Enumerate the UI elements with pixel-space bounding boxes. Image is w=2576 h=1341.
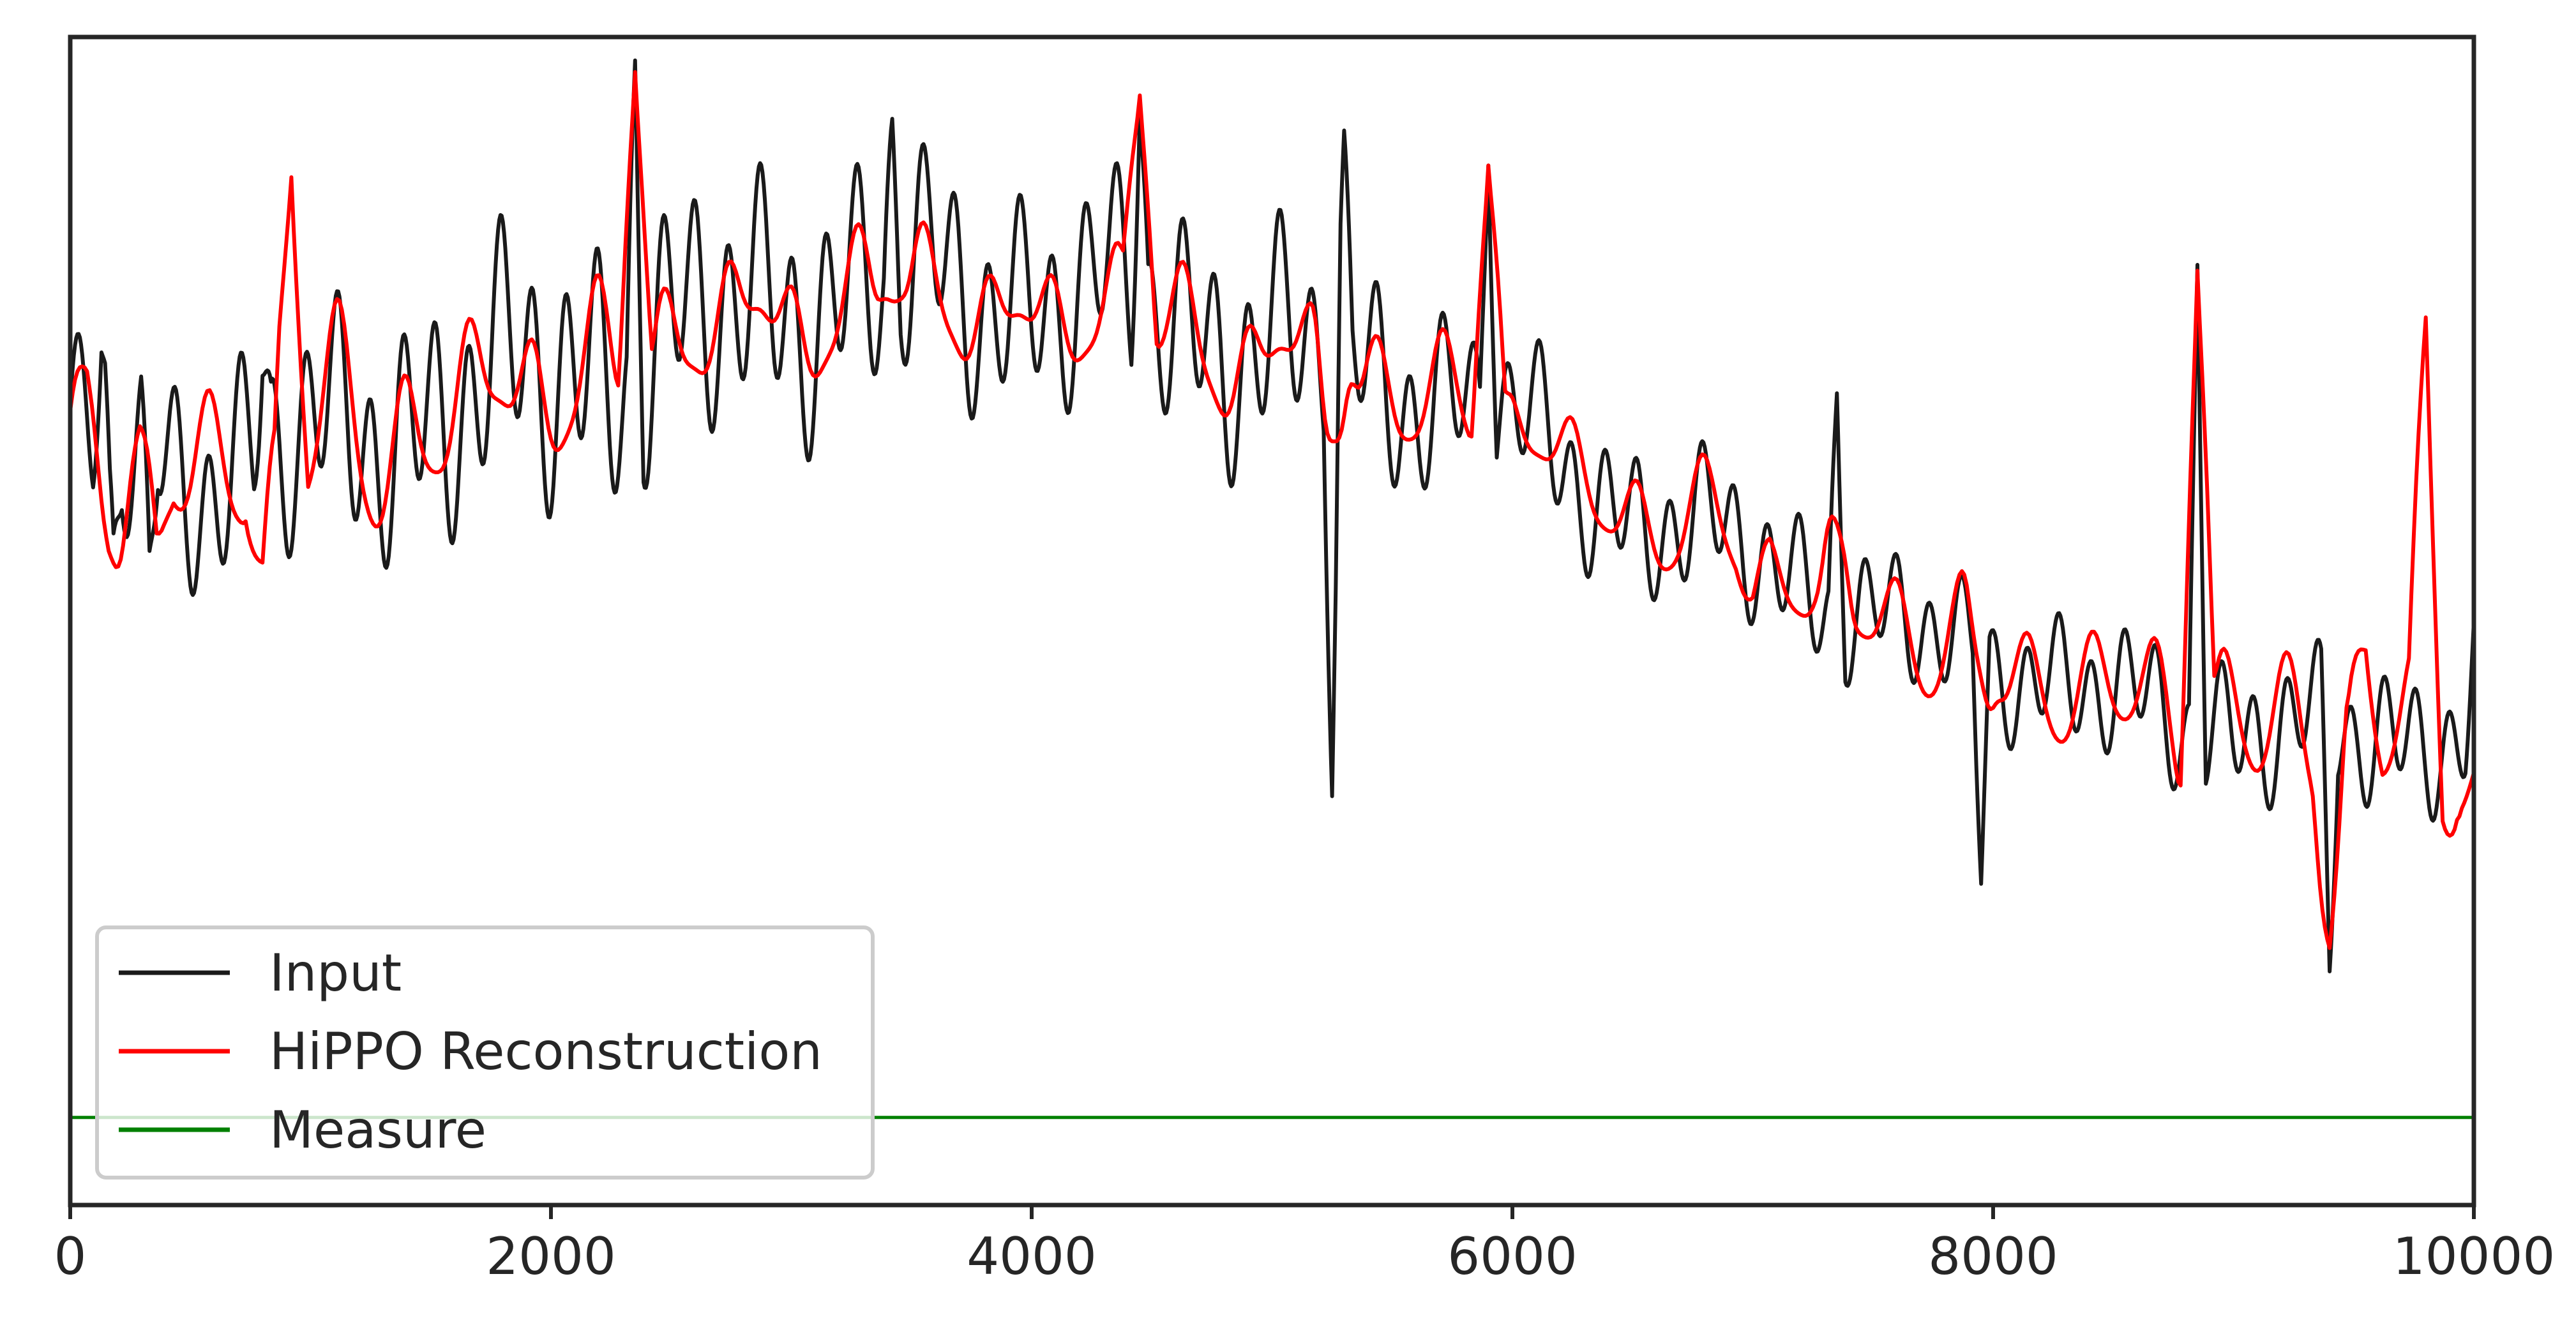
x-axis: 0 2000 4000 6000 8000 10000 — [54, 1205, 2556, 1286]
plot-frame — [68, 34, 2476, 1208]
x-tick-label-4000: 4000 — [967, 1227, 1097, 1286]
x-tick-label-8000: 8000 — [1928, 1227, 2058, 1286]
legend-label-input: Input — [269, 943, 402, 1003]
x-tick-label-6000: 6000 — [1447, 1227, 1578, 1286]
x-tick-label-2000: 2000 — [486, 1227, 616, 1286]
legend-label-measure: Measure — [269, 1100, 486, 1160]
legend-label-hippo: HiPPO Reconstruction — [269, 1022, 822, 1081]
x-tick-label-0: 0 — [54, 1227, 87, 1286]
legend-frame — [95, 925, 875, 1180]
x-tick-label-10000: 10000 — [2393, 1227, 2556, 1286]
series-hippo-reconstruction-line — [70, 70, 2474, 950]
legend: Input HiPPO Reconstruction Measure — [95, 925, 875, 1180]
